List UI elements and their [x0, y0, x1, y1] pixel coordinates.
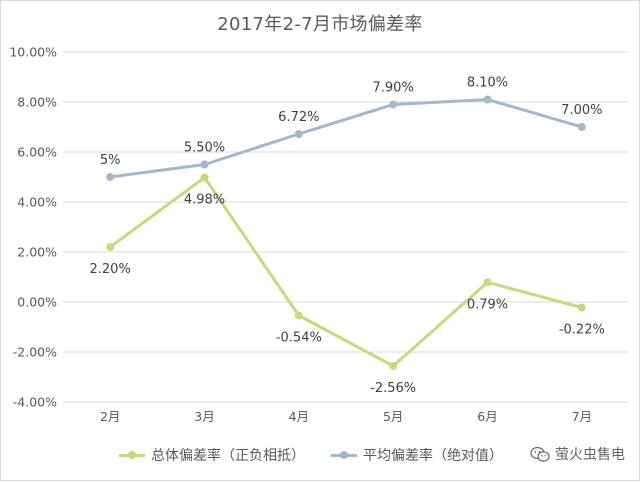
data-point — [389, 362, 398, 370]
legend-item-series-1[interactable]: 平均偏差率（绝对值） — [331, 445, 503, 465]
x-tick-label: 6月 — [477, 409, 497, 424]
data-label: 5.50% — [184, 141, 225, 156]
legend-swatch-series-1 — [331, 449, 357, 461]
data-label: -2.56% — [370, 381, 416, 396]
x-tick-label: 5月 — [383, 409, 403, 424]
data-point — [389, 100, 398, 109]
y-tick-label: -4.00% — [13, 395, 57, 410]
data-label: 5% — [100, 153, 121, 168]
data-label: 7.90% — [373, 81, 414, 96]
legend-label-series-1: 平均偏差率（绝对值） — [363, 448, 503, 464]
data-label: 6.72% — [278, 110, 319, 125]
data-label: 0.79% — [467, 297, 508, 312]
x-tick-label: 7月 — [572, 409, 592, 424]
watermark-text: 萤火虫售电 — [555, 447, 625, 463]
data-point — [200, 160, 209, 169]
y-tick-label: 0.00% — [17, 295, 57, 310]
watermark: 萤火虫售电 — [530, 444, 625, 464]
data-point — [577, 123, 586, 131]
legend-label-series-0: 总体偏差率（正负相抵） — [151, 448, 305, 464]
data-point — [294, 311, 303, 320]
series-line-1 — [108, 98, 584, 179]
data-point — [200, 173, 209, 182]
data-point — [106, 173, 115, 181]
y-tick-label: 8.00% — [17, 95, 57, 110]
x-tick-label: 3月 — [194, 409, 214, 424]
y-tick-label: 2.00% — [17, 245, 57, 260]
data-label: 2.20% — [90, 262, 131, 277]
y-tick-label: -2.00% — [13, 345, 57, 360]
y-tick-label: 6.00% — [17, 145, 57, 160]
data-label: -0.22% — [559, 323, 605, 338]
data-label: 4.98% — [184, 193, 225, 208]
data-point — [577, 303, 586, 312]
data-point — [294, 130, 303, 138]
y-tick-label: 4.00% — [17, 195, 57, 210]
data-label: 7.00% — [561, 103, 602, 118]
series-line-0 — [108, 176, 584, 368]
y-tick-label: 10.00% — [9, 45, 57, 60]
wechat-icon — [530, 446, 550, 462]
data-point — [106, 243, 115, 251]
x-tick-label: 2月 — [100, 409, 120, 424]
chart-title: 2017年2-7月市场偏差率 — [217, 14, 423, 35]
data-point — [483, 278, 492, 287]
data-point — [483, 95, 492, 104]
legend-item-series-0[interactable]: 总体偏差率（正负相抵） — [119, 445, 305, 465]
x-tick-label: 4月 — [289, 409, 309, 424]
data-label: 8.10% — [467, 76, 508, 91]
legend-swatch-series-0 — [119, 449, 145, 461]
data-label: -0.54% — [276, 331, 322, 346]
legend: 总体偏差率（正负相抵） 平均偏差率（绝对值） — [119, 445, 529, 465]
